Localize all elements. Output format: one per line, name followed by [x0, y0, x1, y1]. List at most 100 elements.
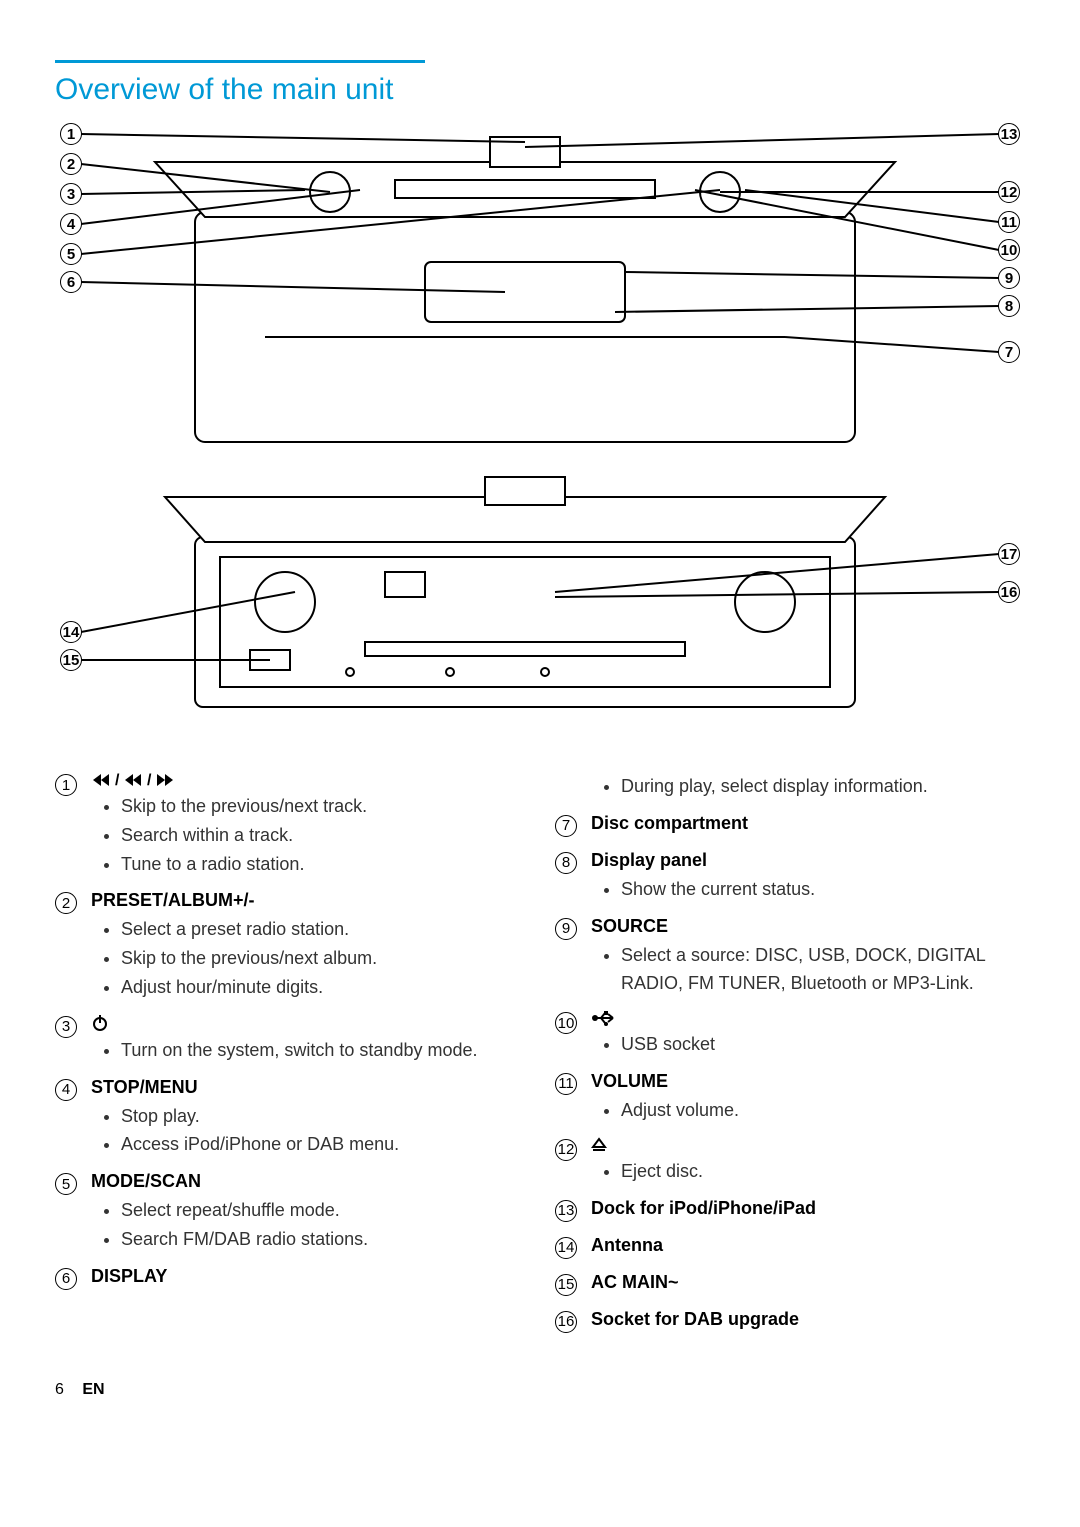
callout-5: 5	[60, 243, 82, 265]
section-heading: Overview of the main unit	[55, 73, 1025, 107]
item-title-icon: //	[91, 772, 525, 788]
item-title: STOP/MENU	[91, 1077, 525, 1098]
list-item: 8 Display panel Show the current status.	[555, 850, 1025, 904]
item-title-icon	[91, 1014, 525, 1032]
list-item: 11 VOLUME Adjust volume.	[555, 1071, 1025, 1125]
item-number: 4	[55, 1079, 77, 1101]
description-columns: 1//Skip to the previous/next track.Searc…	[55, 772, 1025, 1346]
back-diagram: 14 15 17 16	[55, 472, 1025, 732]
callout-13: 13	[998, 123, 1020, 145]
item-title: Antenna	[591, 1235, 1025, 1256]
item-bullets: Show the current status.	[591, 875, 1025, 904]
item-bullets: Stop play.Access iPod/iPhone or DAB menu…	[91, 1102, 525, 1160]
svg-text:/: /	[115, 772, 120, 788]
item-number: 2	[55, 892, 77, 914]
item-title: AC MAIN~	[591, 1272, 1025, 1293]
device-front-svg	[55, 122, 1025, 452]
callout-4: 4	[60, 213, 82, 235]
callout-3: 3	[60, 183, 82, 205]
item-number: 7	[555, 815, 577, 837]
bullet: Eject disc.	[621, 1157, 1025, 1186]
callout-12: 12	[998, 181, 1020, 203]
item-title: PRESET/ALBUM+/-	[91, 890, 525, 911]
item-number: 13	[555, 1200, 577, 1222]
callout-2: 2	[60, 153, 82, 175]
list-item: 14 Antenna	[555, 1235, 1025, 1260]
callout-15: 15	[60, 649, 82, 671]
item-bullets: Select repeat/shuffle mode.Search FM/DAB…	[91, 1196, 525, 1254]
item-number: 11	[555, 1073, 577, 1095]
item-title: VOLUME	[591, 1071, 1025, 1092]
bullet: Adjust volume.	[621, 1096, 1025, 1125]
item-title: Socket for DAB upgrade	[591, 1309, 1025, 1330]
item-title: DISPLAY	[91, 1266, 525, 1287]
item-bullets: USB socket	[591, 1030, 1025, 1059]
item-bullets: Eject disc.	[591, 1157, 1025, 1186]
left-column: 1//Skip to the previous/next track.Searc…	[55, 772, 525, 1346]
list-item: 10 USB socket	[555, 1010, 1025, 1059]
heading-rule	[55, 60, 425, 63]
bullet: Skip to the previous/next album.	[121, 944, 525, 973]
bullet: Search within a track.	[121, 821, 525, 850]
list-item-continuation: During play, select display information.	[555, 772, 1025, 801]
callout-16: 16	[998, 581, 1020, 603]
item-number: 12	[555, 1139, 577, 1161]
item-number: 14	[555, 1237, 577, 1259]
callout-9: 9	[998, 267, 1020, 289]
bullet: Turn on the system, switch to standby mo…	[121, 1036, 525, 1065]
list-item: 15AC MAIN~	[555, 1272, 1025, 1297]
bullet: During play, select display information.	[621, 772, 1025, 801]
list-item: 16 Socket for DAB upgrade	[555, 1309, 1025, 1334]
bullet: USB socket	[621, 1030, 1025, 1059]
list-item: 9 SOURCE Select a source: DISC, USB, DOCK,…	[555, 916, 1025, 999]
bullet: Skip to the previous/next track.	[121, 792, 525, 821]
item-number: 9	[555, 918, 577, 940]
list-item: 1 // Skip to the previous/next track.Searc…	[55, 772, 525, 878]
item-number: 16	[555, 1311, 577, 1333]
item-title: Dock for iPod/iPhone/iPad	[591, 1198, 1025, 1219]
callout-1: 1	[60, 123, 82, 145]
callout-7: 7	[998, 341, 1020, 363]
right-column: During play, select display information.…	[555, 772, 1025, 1346]
item-number: 8	[555, 852, 577, 874]
list-item: 7 Disc compartment	[555, 813, 1025, 838]
item-bullets: Select a preset radio station.Skip to th…	[91, 915, 525, 1001]
bullet: Stop play.	[121, 1102, 525, 1131]
bullet: Select a preset radio station.	[121, 915, 525, 944]
bullet: Show the current status.	[621, 875, 1025, 904]
callout-11: 11	[998, 211, 1020, 233]
item-title: Disc compartment	[591, 813, 1025, 834]
item-title: SOURCE	[591, 916, 1025, 937]
page-number: 6	[55, 1381, 64, 1398]
item-title-icon	[591, 1137, 1025, 1153]
item-bullets: Turn on the system, switch to standby mo…	[91, 1036, 525, 1065]
bullet: Access iPod/iPhone or DAB menu.	[121, 1130, 525, 1159]
bullet: Adjust hour/minute digits.	[121, 973, 525, 1002]
bullet: Search FM/DAB radio stations.	[121, 1225, 525, 1254]
list-item: 6 DISPLAY	[55, 1266, 525, 1291]
item-bullets: Select a source: DISC, USB, DOCK, DIGITA…	[591, 941, 1025, 999]
item-number: 1	[55, 774, 77, 796]
list-item: 3 Turn on the system, switch to standby m…	[55, 1014, 525, 1065]
list-item: 13 Dock for iPod/iPhone/iPad	[555, 1198, 1025, 1223]
item-number: 10	[555, 1012, 577, 1034]
bullet: Select a source: DISC, USB, DOCK, DIGITA…	[621, 941, 1025, 999]
bullet: Select repeat/shuffle mode.	[121, 1196, 525, 1225]
item-title-icon	[591, 1010, 1025, 1026]
callout-17: 17	[998, 543, 1020, 565]
item-number: 5	[55, 1173, 77, 1195]
bullet: Tune to a radio station.	[121, 850, 525, 879]
language-code: EN	[82, 1381, 104, 1398]
item-bullets: Adjust volume.	[591, 1096, 1025, 1125]
list-item: 5 MODE/SCAN Select repeat/shuffle mode.Sea…	[55, 1171, 525, 1254]
callout-6: 6	[60, 271, 82, 293]
list-item: 12 Eject disc.	[555, 1137, 1025, 1186]
item-title: MODE/SCAN	[91, 1171, 525, 1192]
item-number: 6	[55, 1268, 77, 1290]
item-title: Display panel	[591, 850, 1025, 871]
front-diagram: 1 2 3 4 5 6 13 12 11 10 9 8 7	[55, 122, 1025, 452]
callout-10: 10	[998, 239, 1020, 261]
item-bullets: During play, select display information.	[591, 772, 1025, 801]
item-number: 3	[55, 1016, 77, 1038]
device-back-svg	[55, 472, 1025, 732]
